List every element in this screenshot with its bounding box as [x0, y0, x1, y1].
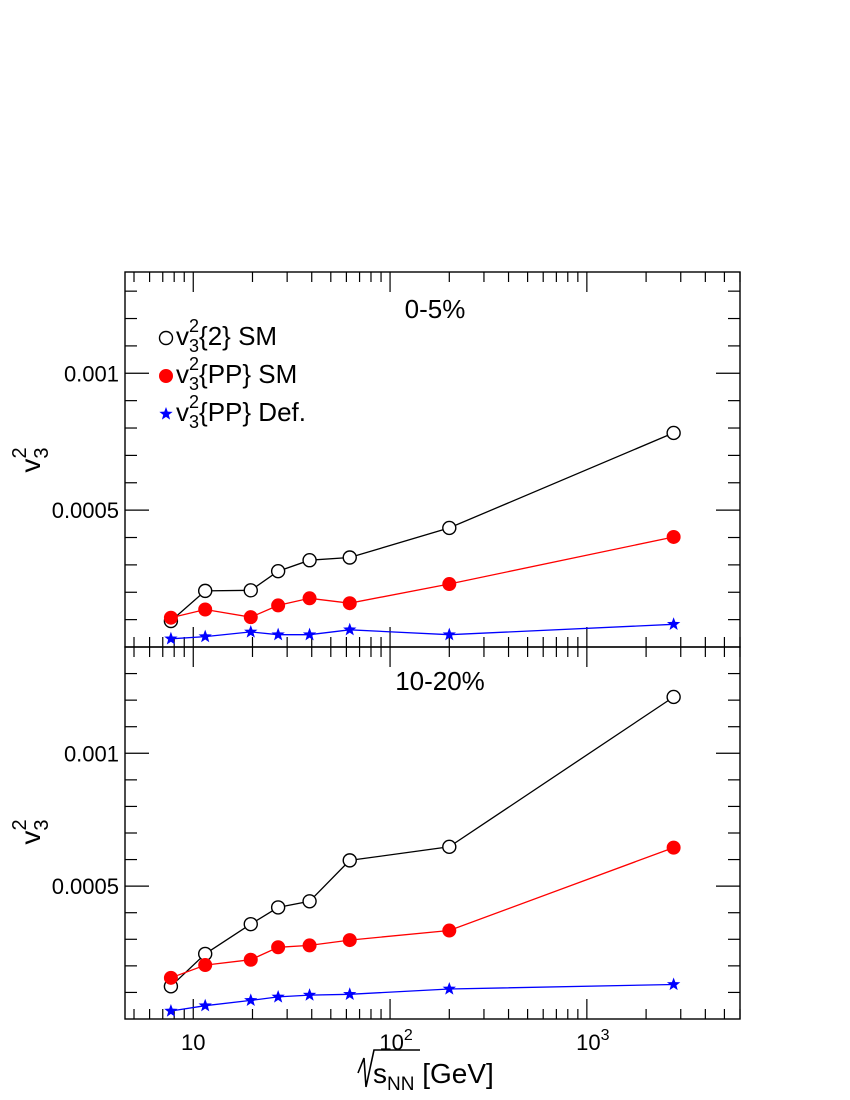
x-tick-labels: 10 102 103	[181, 1027, 610, 1055]
data-point-v3_PP_SM	[271, 940, 286, 955]
data-point-v3_PP_SM	[342, 933, 357, 948]
panel-bottom-y-ticks: 0.001 0.0005	[52, 672, 740, 994]
y-tick-label: 0.0005	[52, 874, 119, 899]
data-point-v3_PP_SM	[666, 529, 681, 544]
ylabel-main: v	[15, 459, 46, 473]
y-tick-label: 0.001	[64, 741, 119, 766]
data-point-v3_2_SM	[302, 894, 317, 909]
data-point-v3_PP_SM	[198, 602, 213, 617]
legend-marker-v3_PP_SM	[159, 369, 173, 383]
sqrt-sign-icon	[357, 1049, 420, 1088]
legend-label-v3_2_SM: v32{2} SM	[176, 316, 277, 356]
data-point-v3_PP_Def	[164, 1004, 178, 1017]
series-line-v3_2_SM	[170, 696, 674, 987]
data-point-v3_PP_SM	[243, 952, 258, 967]
x-tick-exponent: 3	[601, 1027, 610, 1044]
data-point-v3_PP_SM	[163, 610, 178, 625]
data-point-v3_PP_SM	[163, 970, 178, 985]
x-tick-label: 103	[576, 1027, 609, 1055]
panel-top-series	[163, 425, 681, 645]
series-line-v3_PP_SM	[170, 536, 674, 619]
series-line-v3_PP_Def	[170, 983, 674, 1012]
panel-bottom-title: 10-20%	[395, 666, 485, 696]
data-point-v3_2_SM	[243, 916, 258, 932]
panel-bottom-x-ticks	[133, 647, 741, 1019]
data-point-v3_2_SM	[342, 550, 357, 565]
data-point-v3_2_SM	[666, 425, 681, 441]
data-point-v3_PP_Def	[198, 629, 212, 643]
data-point-v3_PP_SM	[342, 596, 357, 611]
x-tick-mantissa: 10	[576, 1030, 600, 1055]
data-point-v3_PP_Def	[164, 631, 178, 645]
data-point-v3_2_SM	[442, 520, 457, 536]
panel-bottom-series	[163, 689, 681, 1017]
data-point-v3_PP_SM	[442, 923, 457, 938]
data-point-v3_PP_SM	[442, 577, 457, 592]
data-point-v3_2_SM	[243, 583, 258, 598]
data-point-v3_2_SM	[197, 583, 213, 599]
data-point-v3_PP_SM	[271, 598, 286, 613]
y-tick-label: 0.001	[64, 361, 119, 386]
series-line-v3_2_SM	[170, 432, 674, 622]
legend-marker-v3_2_SM	[158, 330, 174, 346]
x-label-subscript: NN	[387, 1074, 414, 1095]
data-point-v3_2_SM	[270, 563, 286, 579]
series-line-v3_PP_Def	[170, 623, 674, 640]
data-point-v3_PP_Def	[244, 624, 258, 638]
x-tick-exponent: 2	[404, 1027, 413, 1044]
x-tick-label: 10	[181, 1030, 205, 1055]
data-point-v3_PP_Def	[442, 981, 456, 995]
data-point-v3_PP_Def	[271, 627, 285, 641]
data-point-v3_PP_SM	[198, 958, 213, 973]
ylabel-sub: 3	[31, 448, 53, 459]
panel-bottom-y-label: v32	[9, 819, 53, 844]
legend-label-v3_PP_Def: v32{PP} Def.	[176, 392, 306, 432]
panel-top-y-label: v32	[9, 447, 53, 472]
y-tick-label: 0.0005	[52, 498, 119, 523]
data-point-v3_2_SM	[270, 900, 286, 915]
data-point-v3_PP_SM	[243, 610, 258, 625]
data-point-v3_PP_Def	[198, 998, 212, 1012]
panel-top-title: 0-5%	[405, 294, 466, 324]
x-axis-label-text: sNN [GeV]	[373, 1058, 494, 1095]
ylabel-main: v	[15, 831, 46, 845]
data-point-v3_PP_Def	[343, 622, 357, 636]
data-point-v3_PP_SM	[666, 840, 681, 855]
ylabel-sup: 2	[9, 819, 31, 830]
x-label-prefix: s	[373, 1058, 387, 1089]
data-point-v3_PP_SM	[302, 938, 317, 953]
ylabel-sup: 2	[9, 447, 31, 458]
x-label-suffix: [GeV]	[414, 1058, 493, 1089]
data-point-v3_PP_Def	[666, 977, 681, 991]
data-point-v3_PP_Def	[442, 627, 456, 641]
data-point-v3_PP_Def	[244, 993, 258, 1007]
legend-marker-v3_PP_Def	[159, 407, 173, 420]
data-point-v3_2_SM	[442, 839, 457, 855]
x-tick-label: 102	[379, 1027, 412, 1055]
panel-top-y-ticks: 0.001 0.0005	[52, 290, 740, 621]
data-point-v3_PP_Def	[343, 987, 357, 1000]
x-axis-label: sNN [GeV]	[357, 1049, 494, 1095]
data-point-v3_PP_Def	[302, 988, 317, 1001]
ylabel-sub: 3	[31, 820, 53, 831]
panel-bottom: 0.001 0.0005 10-20% v32	[9, 646, 741, 1020]
data-point-v3_PP_Def	[666, 617, 681, 630]
data-point-v3_2_SM	[342, 853, 357, 868]
x-tick-mantissa: 10	[181, 1030, 205, 1055]
data-point-v3_2_SM	[302, 553, 317, 568]
data-point-v3_2_SM	[666, 689, 681, 705]
x-tick-mantissa: 10	[379, 1030, 403, 1055]
data-point-v3_PP_Def	[302, 627, 317, 641]
legend-label-v3_PP_SM: v32{PP} SM	[176, 354, 297, 394]
data-point-v3_PP_SM	[302, 591, 317, 606]
series-line-v3_PP_SM	[170, 846, 674, 979]
data-point-v3_PP_Def	[271, 989, 285, 1003]
